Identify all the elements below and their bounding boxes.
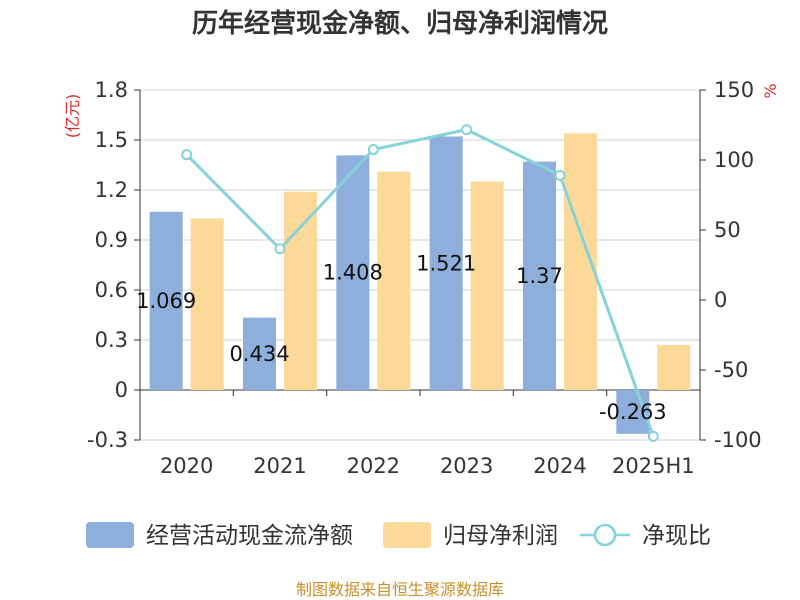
- data-label-operating-cf: 1.408: [323, 261, 383, 285]
- data-label-operating-cf: 1.521: [416, 251, 476, 275]
- bar-net-profit: [377, 171, 411, 390]
- ratio-point: [181, 149, 193, 161]
- source-note: 制图数据来自恒生聚源数据库: [296, 580, 504, 599]
- data-label-operating-cf: 1.37: [516, 264, 563, 288]
- x-tick-label: 2022: [347, 454, 400, 478]
- ratio-point: [647, 430, 659, 442]
- bar-operating-cf: [149, 211, 183, 390]
- x-tick-label: 2023: [440, 454, 493, 478]
- left-tick-label: 0.3: [95, 328, 128, 352]
- right-tick-label: 50: [714, 218, 741, 242]
- left-tick-label: 0.9: [95, 228, 128, 252]
- legend-item-ratio[interactable]: 净现比: [580, 523, 711, 549]
- left-tick-label: 1.5: [95, 128, 128, 152]
- data-labels: 1.069 0.434 1.408 1.521 1.37 -0.263: [136, 251, 667, 424]
- bar-operating-cf: [429, 136, 463, 390]
- legend-marker-ratio: [593, 523, 617, 547]
- legend-label-net-profit: 归母净利润: [443, 523, 558, 549]
- ratio-line: [181, 124, 659, 442]
- legend: 经营活动现金流净额 归母净利润 净现比: [86, 522, 711, 549]
- left-axis-unit: (亿元): [63, 94, 82, 139]
- x-tick-label: 2020: [160, 454, 213, 478]
- legend-label-ratio: 净现比: [642, 523, 711, 549]
- data-label-operating-cf: -0.263: [599, 400, 667, 424]
- x-tick-label: 2025H1: [612, 454, 695, 478]
- left-tick-label: 0: [115, 378, 128, 402]
- left-tick-label: 0.6: [95, 278, 128, 302]
- bar-operating-cf: [523, 161, 556, 390]
- right-tick-label: 100: [714, 148, 754, 172]
- chart-title: 历年经营现金净额、归母净利润情况: [192, 8, 608, 39]
- right-axis-unit: %: [761, 83, 780, 98]
- right-tick-label: -50: [714, 358, 748, 382]
- bar-operating-cf: [243, 317, 276, 390]
- ratio-point: [367, 144, 379, 155]
- ratio-point: [461, 124, 473, 136]
- data-label-operating-cf: 1.069: [136, 289, 196, 313]
- legend-swatch-net-profit: [383, 522, 431, 548]
- legend-item-net-profit[interactable]: 归母净利润: [383, 522, 558, 549]
- data-label-operating-cf: 0.434: [229, 342, 289, 366]
- ratio-point: [554, 169, 566, 181]
- left-tick-label: 1.8: [95, 78, 128, 102]
- bar-net-profit: [190, 218, 224, 390]
- right-tick-label: 150: [714, 78, 754, 102]
- bar-net-profit: [470, 181, 504, 390]
- bar-operating-cf: [336, 155, 370, 390]
- right-tick-label: -100: [714, 428, 762, 452]
- axes: 1.8 1.5 1.2 0.9 0.6 0.3 0 -0.3 150 100 50 0 -50 -100 2…: [87, 78, 762, 478]
- bars: [149, 133, 691, 434]
- left-tick-label: 1.2: [95, 178, 128, 202]
- right-tick-label: 0: [714, 288, 727, 312]
- x-tick-label: 2024: [533, 454, 586, 478]
- left-tick-label: -0.3: [87, 428, 128, 452]
- ratio-point: [274, 243, 286, 255]
- bar-net-profit: [657, 345, 691, 390]
- bar-net-profit: [284, 191, 317, 390]
- legend-label-operating-cf: 经营活动现金流净额: [146, 523, 353, 549]
- ratio-line-path: [185, 128, 655, 437]
- legend-swatch-operating-cf: [86, 522, 134, 548]
- legend-item-operating-cf[interactable]: 经营活动现金流净额: [86, 522, 353, 549]
- x-tick-label: 2021: [253, 454, 306, 478]
